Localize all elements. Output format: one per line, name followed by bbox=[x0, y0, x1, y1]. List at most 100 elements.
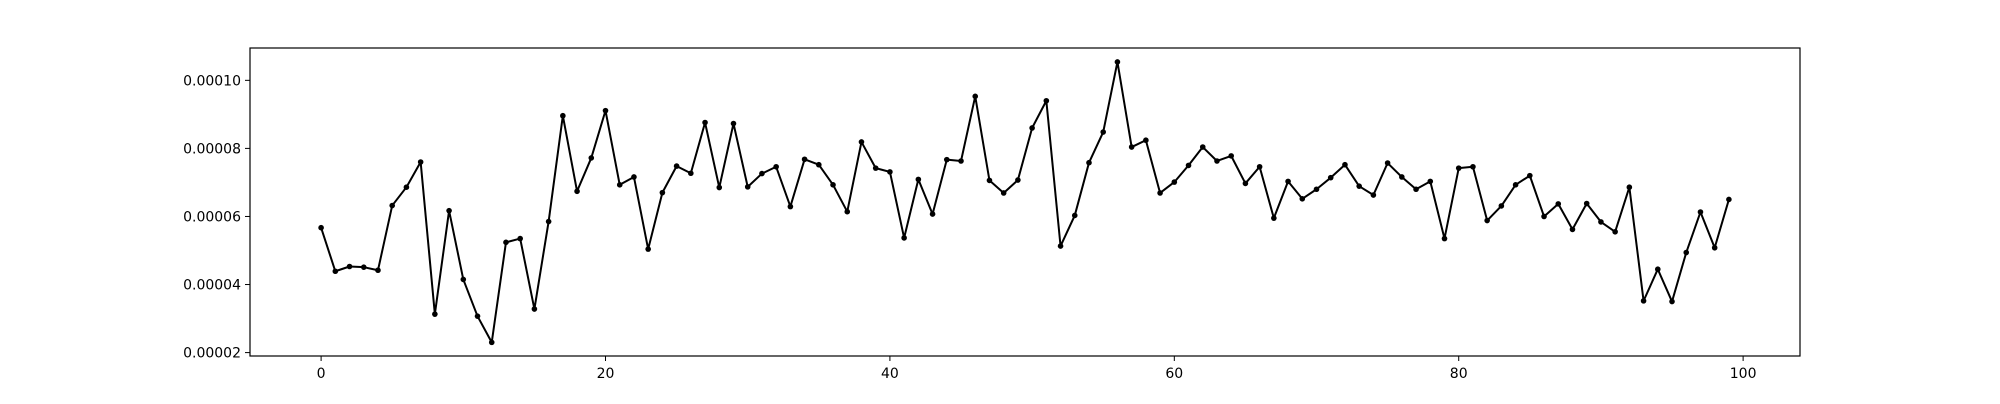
data-point bbox=[1697, 209, 1704, 215]
data-point bbox=[1185, 162, 1192, 169]
data-point bbox=[1640, 298, 1647, 304]
data-point bbox=[1128, 144, 1135, 150]
y-tick-label: 0.00008 bbox=[183, 141, 241, 157]
data-point bbox=[816, 161, 822, 168]
data-point bbox=[1654, 266, 1661, 273]
data-point bbox=[1384, 160, 1391, 166]
data-point bbox=[531, 306, 538, 312]
data-point bbox=[688, 170, 694, 177]
data-point bbox=[858, 139, 865, 145]
data-point bbox=[1683, 249, 1690, 256]
data-point bbox=[872, 165, 879, 171]
data-point bbox=[318, 224, 324, 231]
y-tick-label: 0.00002 bbox=[183, 346, 241, 362]
data-point bbox=[673, 163, 680, 169]
data-point bbox=[1199, 144, 1206, 150]
data-point bbox=[403, 184, 410, 190]
data-point bbox=[332, 268, 339, 275]
data-point bbox=[1484, 217, 1490, 224]
data-point bbox=[844, 208, 851, 215]
data-point bbox=[1271, 215, 1277, 221]
y-tick-label: 0.00010 bbox=[183, 73, 241, 89]
plot-frame bbox=[249, 47, 1801, 357]
data-point bbox=[417, 159, 424, 165]
x-tick-label: 40 bbox=[881, 366, 899, 382]
data-point bbox=[1669, 298, 1675, 305]
data-point bbox=[1612, 228, 1618, 235]
y-axis: 0.00002 0.00004 0.00006 0.00008 0.00010 bbox=[183, 73, 250, 362]
data-point bbox=[1726, 196, 1732, 203]
data-point bbox=[759, 170, 765, 177]
data-point bbox=[1342, 161, 1348, 168]
data-point bbox=[1285, 178, 1291, 185]
data-point bbox=[574, 188, 580, 195]
data-point bbox=[488, 339, 495, 346]
data-point bbox=[1498, 203, 1505, 209]
plot-area bbox=[250, 48, 1800, 356]
data-point bbox=[1327, 174, 1334, 181]
data-point bbox=[1512, 182, 1519, 188]
data-point bbox=[1242, 180, 1249, 187]
data-point bbox=[346, 263, 353, 270]
data-point bbox=[1100, 129, 1107, 135]
data-point bbox=[887, 169, 893, 175]
data-point bbox=[1000, 190, 1007, 196]
data-point bbox=[1370, 192, 1377, 198]
data-point bbox=[432, 311, 438, 317]
data-point bbox=[602, 107, 609, 114]
x-tick-label: 80 bbox=[1450, 366, 1468, 382]
data-point bbox=[616, 182, 623, 188]
data-point bbox=[1583, 200, 1590, 207]
data-point bbox=[645, 246, 651, 252]
data-point bbox=[1029, 125, 1035, 131]
data-point bbox=[1171, 179, 1178, 185]
data-point bbox=[1527, 172, 1533, 179]
data-point bbox=[1441, 235, 1448, 242]
data-point bbox=[1541, 213, 1547, 220]
x-tick-label: 100 bbox=[1730, 366, 1757, 382]
data-point bbox=[1711, 244, 1718, 251]
data-point bbox=[1015, 177, 1021, 183]
data-point bbox=[986, 177, 993, 184]
data-point bbox=[915, 176, 922, 183]
data-point bbox=[1470, 163, 1476, 170]
data-point bbox=[588, 155, 595, 161]
data-point bbox=[943, 156, 950, 163]
data-point bbox=[1086, 159, 1092, 166]
data-point bbox=[702, 119, 708, 126]
x-axis: 0 20 40 60 80 100 bbox=[317, 356, 1757, 382]
x-tick-label: 0 bbox=[317, 366, 326, 382]
data-point bbox=[1569, 226, 1576, 233]
data-point bbox=[958, 158, 964, 164]
data-point bbox=[360, 264, 367, 270]
data-point bbox=[1114, 59, 1121, 65]
series-layer bbox=[318, 59, 1732, 346]
data-point bbox=[1313, 186, 1320, 193]
series-line bbox=[320, 60, 1730, 344]
data-point bbox=[1228, 153, 1234, 159]
data-point bbox=[1299, 195, 1306, 202]
data-point bbox=[1455, 165, 1462, 171]
data-point bbox=[1399, 174, 1405, 180]
data-point bbox=[460, 276, 467, 283]
data-point bbox=[716, 184, 723, 191]
data-point bbox=[659, 189, 666, 196]
data-point bbox=[744, 184, 751, 190]
data-point bbox=[560, 112, 566, 119]
data-point bbox=[801, 156, 808, 163]
data-point bbox=[1143, 137, 1149, 144]
data-point bbox=[787, 203, 794, 210]
data-point bbox=[1356, 183, 1362, 189]
data-point bbox=[631, 174, 637, 180]
data-point bbox=[1555, 201, 1562, 207]
data-point bbox=[1157, 190, 1163, 196]
data-point bbox=[1626, 184, 1633, 190]
y-tick-label: 0.00004 bbox=[183, 278, 241, 294]
data-point bbox=[1057, 243, 1064, 249]
data-point bbox=[901, 235, 907, 241]
data-point bbox=[389, 202, 396, 209]
data-point bbox=[375, 267, 381, 274]
data-point bbox=[972, 93, 979, 100]
